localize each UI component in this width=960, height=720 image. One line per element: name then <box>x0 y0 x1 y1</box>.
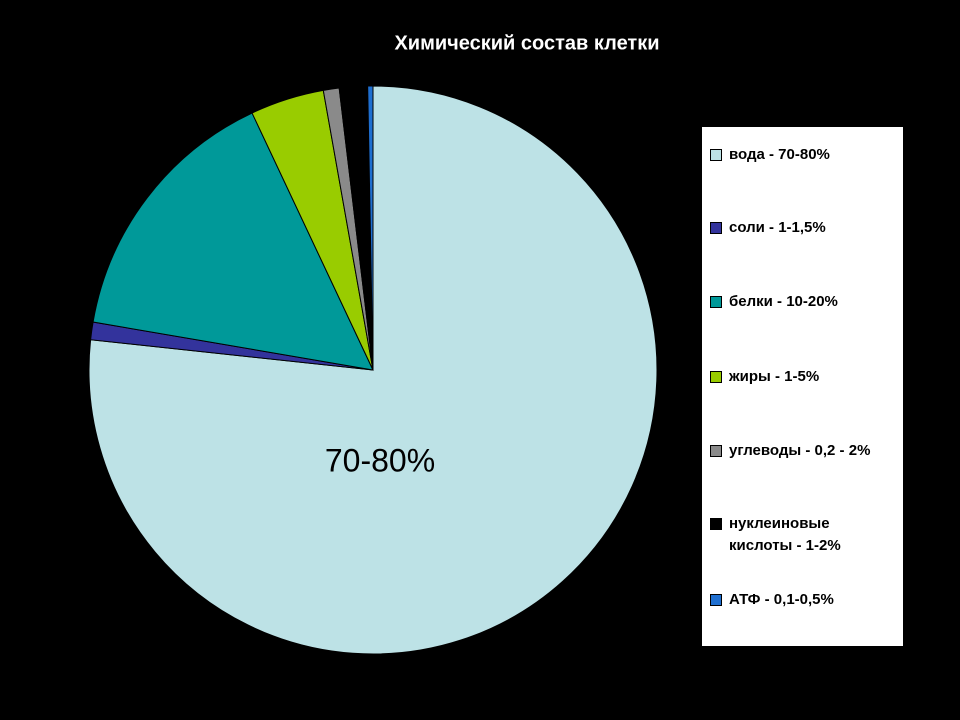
legend-label: нуклеиновые кислоты - 1-2% <box>729 515 841 554</box>
legend: вода - 70-80% соли - 1-1,5% белки - 10-20%… <box>702 127 903 646</box>
legend-swatch <box>710 149 722 161</box>
data-label: 70-80% <box>325 442 435 478</box>
legend-swatch <box>710 371 722 383</box>
legend-swatch <box>710 296 722 308</box>
legend-swatch <box>710 594 722 606</box>
legend-item: вода - 70-80% <box>710 144 830 166</box>
legend-label: соли - 1-1,5% <box>729 219 826 236</box>
legend-swatch <box>710 222 722 234</box>
legend-label: жиры - 1-5% <box>729 368 820 385</box>
legend-label: белки - 10-20% <box>729 293 838 310</box>
legend-item: белки - 10-20% <box>710 291 838 313</box>
legend-item: углеводы - 0,2 - 2% <box>710 440 870 462</box>
legend-label: вода - 70-80% <box>729 146 830 163</box>
pie-slice <box>367 85 374 371</box>
chart-title: Химический состав клетки <box>394 32 659 54</box>
legend-item: жиры - 1-5% <box>710 366 819 388</box>
legend-label: АТФ - 0,1-0,5% <box>729 591 834 608</box>
pie-slice <box>92 112 374 371</box>
legend-swatch <box>710 445 722 457</box>
legend-item: нуклеиновые кислоты - 1-2% <box>710 513 859 557</box>
legend-item: АТФ - 0,1-0,5% <box>710 589 834 611</box>
legend-item: соли - 1-1,5% <box>710 217 826 239</box>
legend-label: углеводы - 0,2 - 2% <box>729 442 871 459</box>
legend-swatch <box>710 518 722 530</box>
